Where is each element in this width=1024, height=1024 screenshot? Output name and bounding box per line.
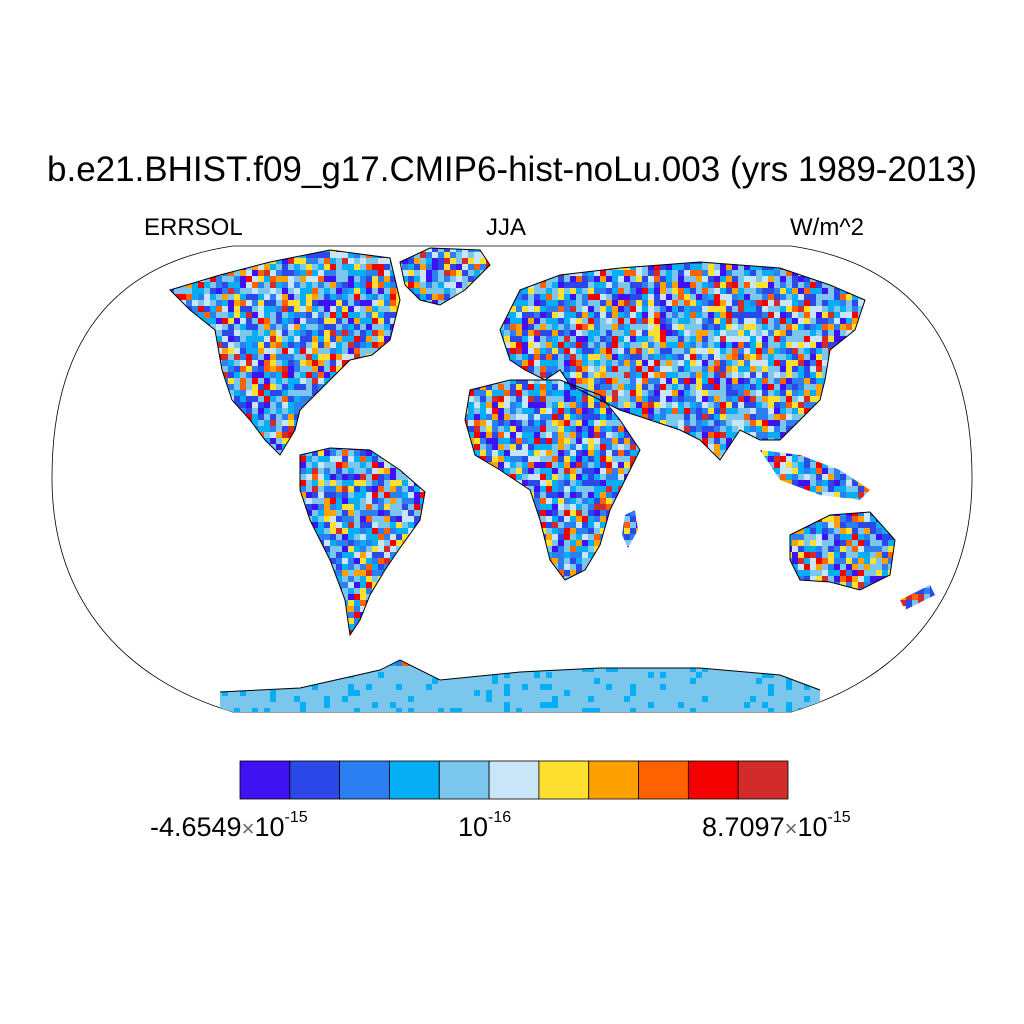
coastlines [169,247,896,693]
colorbar-mid-label: 10-16 [458,809,512,842]
colorbar-box [438,760,490,800]
colorbar-box [538,760,590,800]
colorbar-box [488,760,540,800]
colorbar-box [389,760,440,800]
variable-name: ERRSOL [144,214,243,241]
colorbar-box [239,760,291,800]
season-label: JJA [486,214,527,241]
colorbar-box [687,760,739,800]
plot-title: b.e21.BHIST.f09_g17.CMIP6-hist-noLu.003 … [47,150,977,189]
colorbar-box [638,760,689,800]
colorbar-box [339,760,390,800]
colorbar-max-label: 8.7097×10-15 [702,809,851,842]
colorbar-box [588,760,639,800]
units-label: W/m^2 [790,214,864,241]
colorbar [239,760,789,800]
colorbar-min-label: -4.6549×10-15 [150,809,308,842]
colorbar-box [289,760,341,800]
colorbar-box [737,760,789,800]
